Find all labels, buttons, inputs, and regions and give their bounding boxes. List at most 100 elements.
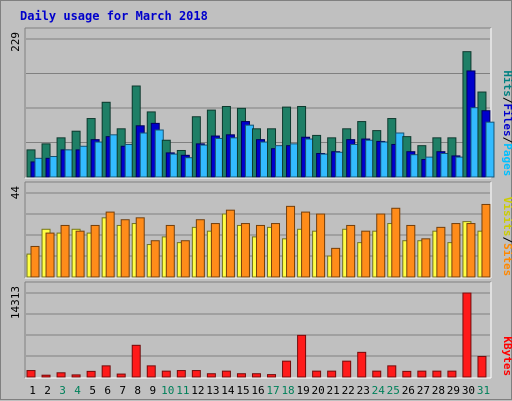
bar-bottom-kbytes-day-22: [342, 360, 352, 378]
bar-bottom-kbytes-day-29: [447, 370, 457, 378]
x-tick-label: 24: [372, 384, 386, 397]
bar-bottom-kbytes-day-18: [282, 360, 292, 378]
panel-bottom-max-label: 14313: [9, 286, 22, 319]
bar-middle-sites-day-16: [255, 224, 265, 278]
bar-bottom-kbytes-day-2: [41, 374, 51, 378]
bar-middle-sites-day-3: [60, 224, 70, 278]
bar-bottom-kbytes-day-13: [206, 373, 216, 378]
bar-middle-sites-day-26: [406, 224, 416, 278]
x-tick-label: 31: [477, 384, 490, 397]
bar-middle-sites-day-1: [30, 245, 40, 278]
x-tick-label: 21: [327, 384, 340, 397]
legend-item-sites: Sites: [501, 243, 512, 276]
bar-bottom-kbytes-day-23: [357, 351, 367, 378]
x-tick-label: 1: [29, 384, 36, 397]
x-tick-label: 4: [74, 384, 81, 397]
bar-bottom-kbytes-day-4: [71, 374, 81, 378]
bar-bottom-kbytes-day-24: [372, 370, 382, 378]
bar-bottom-kbytes-day-6: [101, 365, 111, 378]
bar-middle-sites-day-23: [361, 230, 371, 278]
bar-bottom-kbytes-day-16: [251, 373, 261, 378]
legend-item-files: Files: [501, 104, 512, 137]
x-tick-label: 6: [104, 384, 111, 397]
legend-item-hits: Hits: [501, 70, 512, 97]
panel-bottom-background: [25, 282, 491, 378]
bar-middle-sites-day-24: [376, 213, 386, 278]
bar-bottom-kbytes-day-27: [417, 370, 427, 378]
x-tick-label: 10: [161, 384, 174, 397]
bar-middle-sites-day-8: [135, 217, 145, 278]
legend-item-sep: /: [501, 237, 512, 244]
bar-middle-sites-day-10: [165, 224, 175, 278]
legend-item-visits: Visits: [501, 197, 512, 237]
x-tick-label: 5: [89, 384, 96, 397]
bar-middle-sites-day-6: [105, 211, 115, 278]
bar-bottom-kbytes-day-3: [56, 372, 66, 378]
bar-middle-sites-day-28: [436, 226, 446, 278]
bar-bottom-kbytes-day-17: [267, 374, 277, 378]
x-tick-label: 27: [417, 384, 430, 397]
legend-item-sep: /: [501, 97, 512, 104]
bar-middle-sites-day-13: [210, 223, 220, 278]
x-tick-label: 18: [281, 384, 294, 397]
x-tick-label: 2: [44, 384, 51, 397]
x-tick-label: 8: [134, 384, 141, 397]
bar-middle-sites-day-18: [286, 205, 296, 278]
bar-bottom-kbytes-day-10: [161, 370, 171, 378]
bar-bottom-kbytes-day-25: [387, 365, 397, 378]
bar-bottom-kbytes-day-15: [236, 373, 246, 378]
bar-middle-sites-day-20: [316, 213, 326, 278]
x-tick-label: 20: [312, 384, 325, 397]
bar-middle-sites-day-4: [75, 230, 85, 278]
x-tick-label: 9: [149, 384, 156, 397]
x-tick-label: 14: [221, 384, 235, 397]
panel-middle-max-label: 44: [9, 186, 22, 200]
legend-item-sep: /: [501, 137, 512, 144]
x-tick-label: 29: [447, 384, 460, 397]
bar-middle-sites-day-17: [271, 223, 281, 278]
bar-middle-sites-day-2: [45, 232, 55, 278]
x-tick-label: 3: [59, 384, 66, 397]
x-tick-label: 16: [251, 384, 264, 397]
panel-middle-legend: Visits/Sites: [501, 197, 512, 276]
x-tick-label: 13: [206, 384, 219, 397]
panel-top-legend: Hits/Files/Pages: [501, 70, 512, 176]
x-tick-label: 19: [296, 384, 309, 397]
bar-bottom-kbytes-day-1: [26, 370, 36, 378]
bar-middle-sites-day-30: [466, 223, 476, 278]
bar-bottom-kbytes-day-30: [462, 292, 472, 378]
bar-bottom-kbytes-day-7: [116, 373, 126, 378]
x-tick-label: 28: [432, 384, 445, 397]
bar-bottom-kbytes-day-31: [477, 355, 487, 378]
bar-bottom-kbytes-day-5: [86, 370, 96, 378]
chart-title: Daily usage for March 2018: [20, 9, 208, 23]
bar-bottom-kbytes-day-9: [146, 365, 156, 378]
legend-item-kbytes: KBytes: [501, 336, 512, 376]
bar-middle-sites-day-15: [240, 223, 250, 278]
bar-bottom-kbytes-day-14: [221, 370, 231, 378]
panel-top-max-label: 229: [9, 32, 22, 52]
bar-bottom-kbytes-day-28: [432, 370, 442, 378]
bar-middle-sites-day-14: [225, 209, 235, 278]
bar-bottom-kbytes-day-11: [176, 370, 186, 378]
bar-bottom-kbytes-day-26: [402, 370, 412, 378]
x-tick-label: 23: [357, 384, 370, 397]
x-tick-label: 22: [342, 384, 355, 397]
bar-top-pages-day-31: [485, 121, 495, 178]
x-tick-label: 17: [266, 384, 279, 397]
bar-middle-sites-day-11: [180, 240, 190, 278]
bar-middle-sites-day-12: [195, 219, 205, 278]
x-tick-label: 25: [387, 384, 400, 397]
bar-middle-sites-day-19: [301, 211, 311, 278]
x-tick-label: 12: [191, 384, 204, 397]
x-tick-label: 11: [176, 384, 189, 397]
x-tick-label: 30: [462, 384, 475, 397]
bar-bottom-kbytes-day-12: [191, 370, 201, 378]
bar-bottom-kbytes-day-19: [297, 334, 307, 378]
bar-bottom-kbytes-day-20: [312, 370, 322, 378]
bar-bottom-kbytes-day-8: [131, 344, 141, 378]
bar-middle-sites-day-27: [421, 238, 431, 278]
bar-middle-sites-day-9: [150, 240, 160, 278]
